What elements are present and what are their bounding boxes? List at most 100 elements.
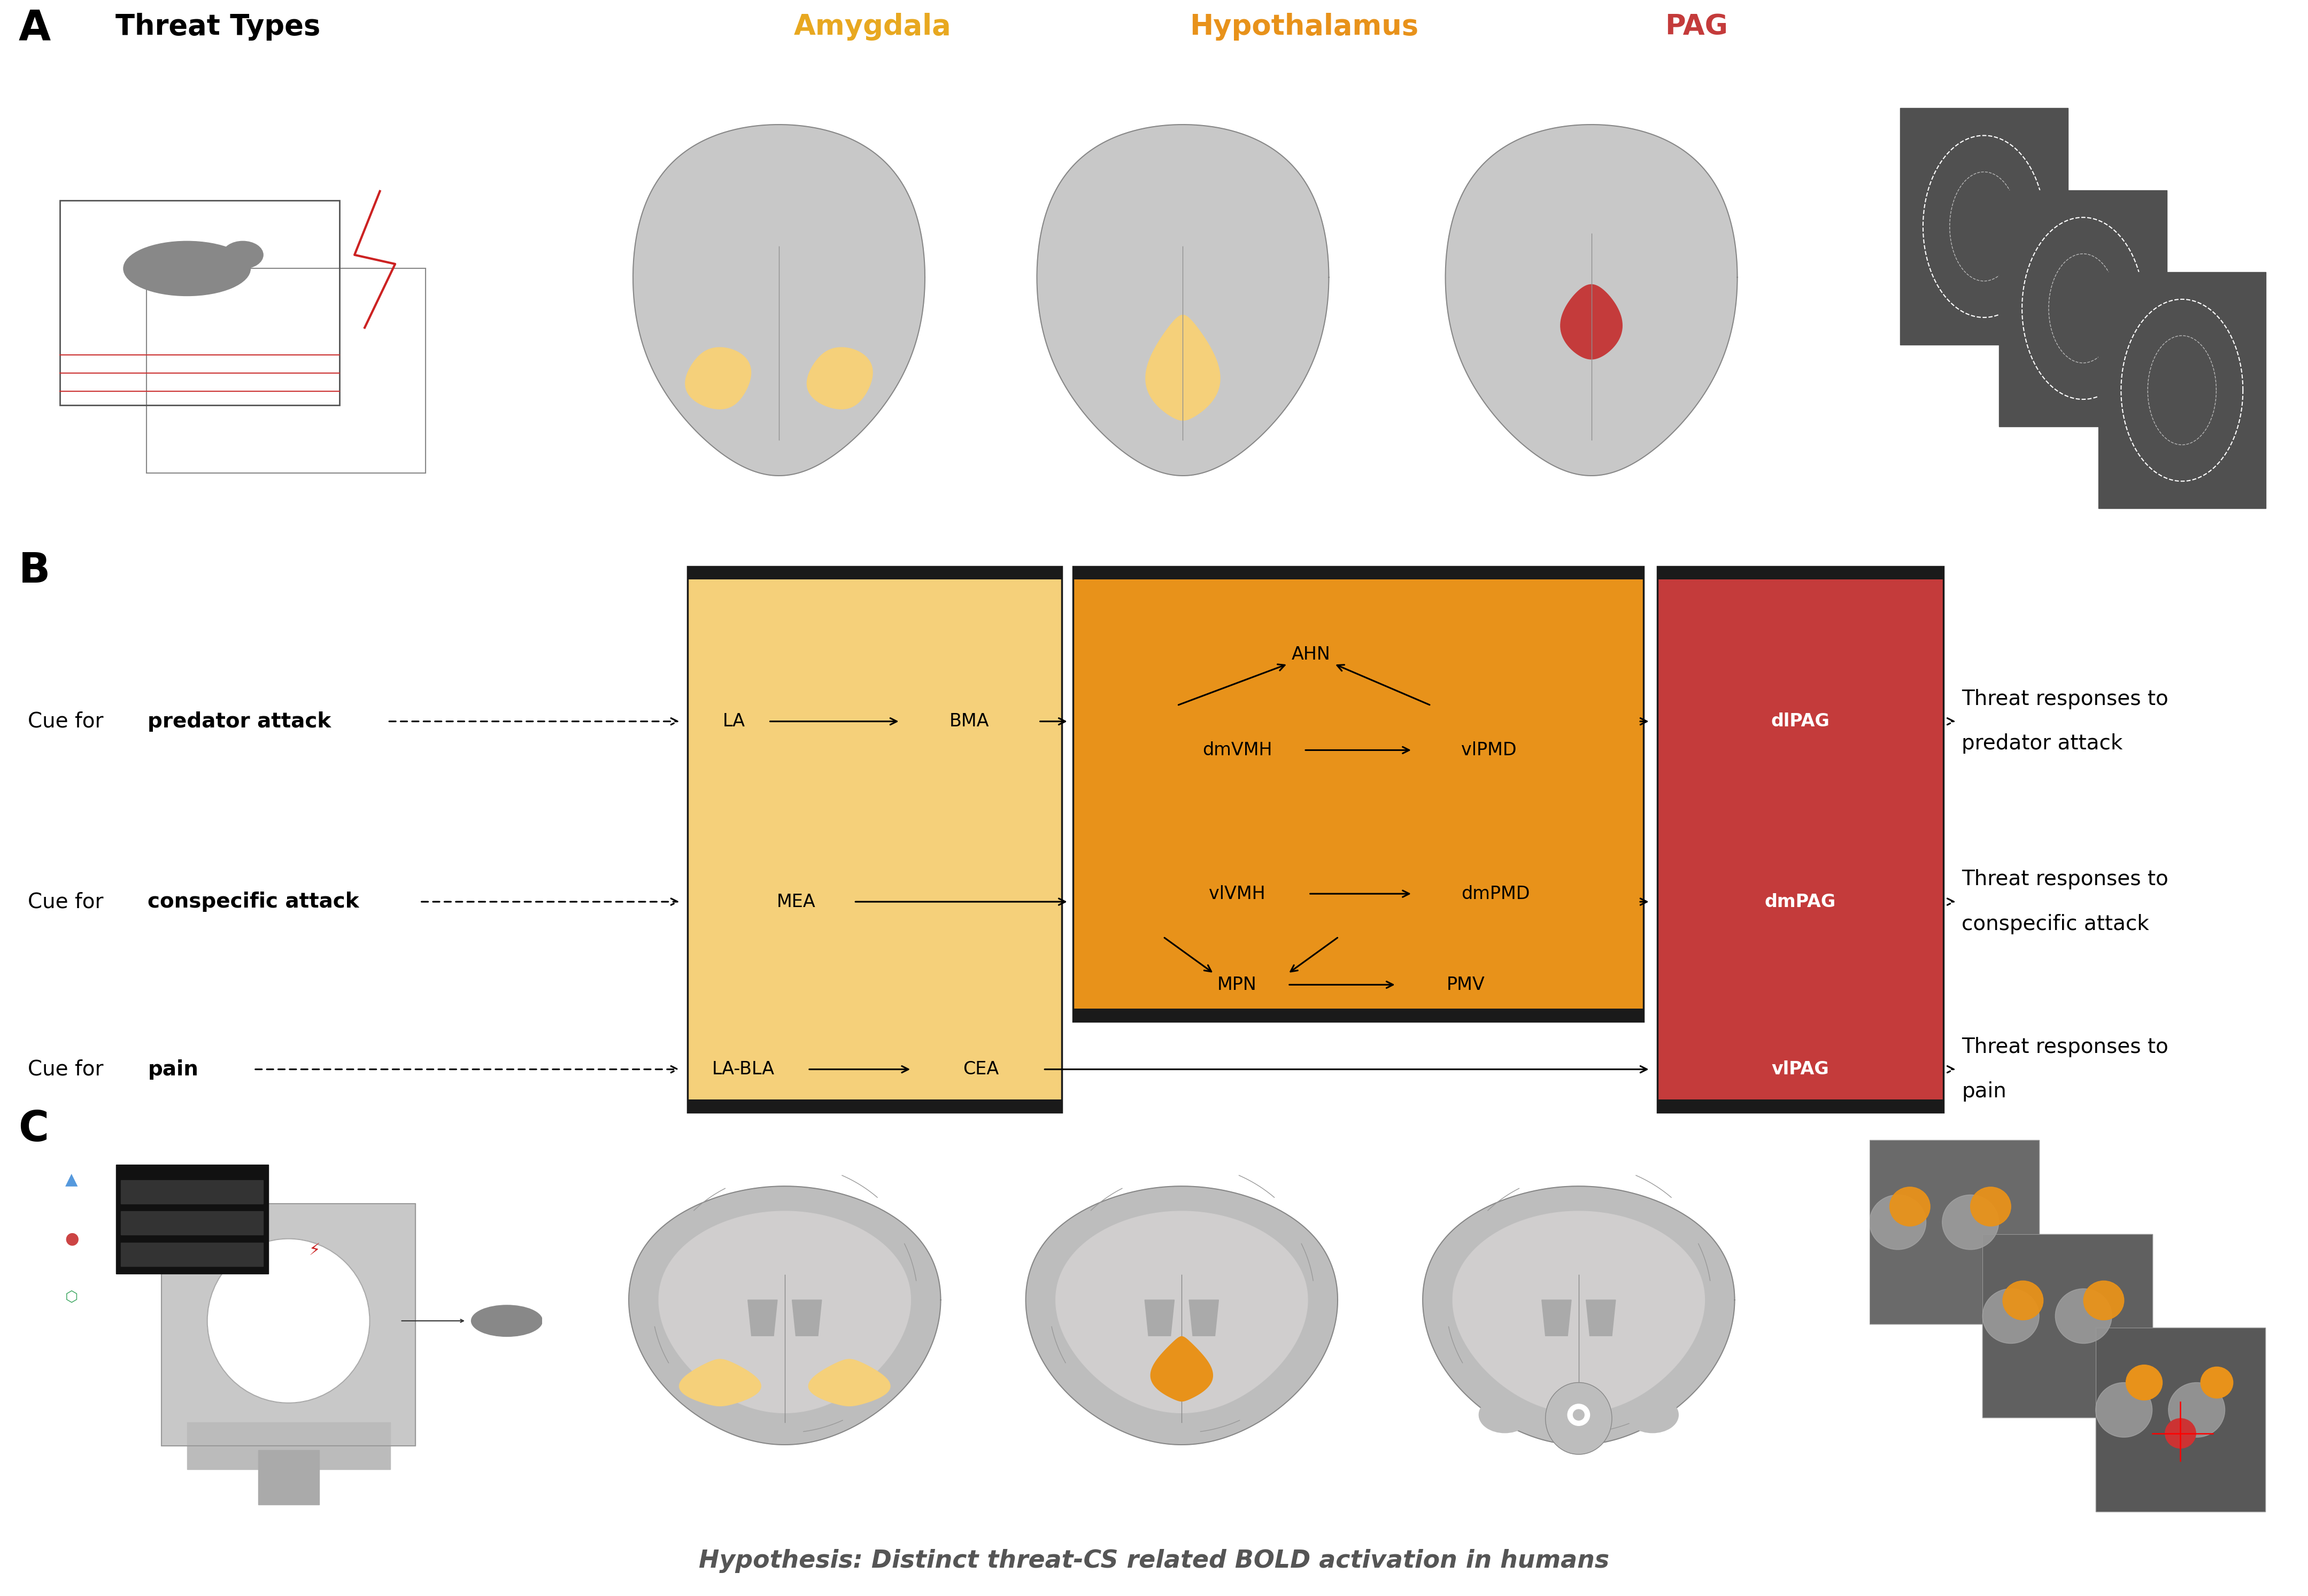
Ellipse shape — [2170, 1382, 2225, 1438]
Bar — [1869, 1140, 2040, 1325]
Ellipse shape — [2056, 1288, 2112, 1344]
Bar — [115, 1165, 268, 1274]
Polygon shape — [685, 348, 750, 409]
FancyArrowPatch shape — [1948, 718, 1955, 725]
Circle shape — [1890, 1187, 1929, 1226]
Text: Cue for: Cue for — [28, 892, 111, 911]
Bar — [1983, 1234, 2153, 1417]
Bar — [1899, 109, 2068, 345]
Bar — [120, 1211, 263, 1235]
FancyArrowPatch shape — [1179, 664, 1286, 705]
FancyArrowPatch shape — [771, 718, 898, 725]
Text: A: A — [18, 8, 51, 48]
Text: Threat Types: Threat Types — [115, 13, 321, 40]
Polygon shape — [808, 348, 872, 409]
Polygon shape — [1025, 1186, 1339, 1444]
Text: MPN: MPN — [1216, 975, 1258, 994]
Bar — [2096, 1328, 2266, 1511]
Bar — [120, 1243, 263, 1266]
Bar — [1983, 1234, 2153, 1417]
Polygon shape — [1452, 1211, 1706, 1412]
Bar — [120, 1179, 263, 1203]
Text: conspecific attack: conspecific attack — [1962, 915, 2149, 934]
Bar — [1657, 567, 1943, 1112]
Bar — [1657, 567, 1943, 579]
Polygon shape — [632, 124, 926, 476]
Text: vlPAG: vlPAG — [1773, 1060, 1828, 1079]
Ellipse shape — [1869, 1195, 1925, 1250]
Text: LA: LA — [722, 712, 745, 731]
Polygon shape — [1422, 1186, 1736, 1444]
Text: ▲: ▲ — [65, 1173, 78, 1187]
Polygon shape — [748, 1299, 778, 1336]
Text: ⚡: ⚡ — [309, 1243, 321, 1258]
Circle shape — [1567, 1404, 1590, 1425]
FancyArrowPatch shape — [390, 718, 679, 725]
Circle shape — [2165, 1419, 2195, 1448]
Ellipse shape — [1983, 1288, 2040, 1344]
FancyArrowPatch shape — [1046, 1066, 1648, 1073]
Bar — [1073, 567, 1643, 579]
Polygon shape — [1036, 124, 1329, 476]
Bar — [2096, 1328, 2266, 1511]
Polygon shape — [792, 1299, 822, 1336]
Ellipse shape — [222, 241, 263, 268]
Polygon shape — [1542, 1299, 1572, 1336]
Ellipse shape — [471, 1306, 542, 1336]
Bar — [145, 268, 425, 472]
Circle shape — [2003, 1282, 2043, 1320]
Bar — [2098, 271, 2266, 509]
Text: C: C — [18, 1109, 48, 1149]
Bar — [162, 1203, 415, 1446]
Polygon shape — [628, 1186, 942, 1444]
Text: dmVMH: dmVMH — [1202, 741, 1272, 760]
Text: Threat responses to: Threat responses to — [1962, 1037, 2170, 1057]
Ellipse shape — [122, 241, 249, 295]
Text: PMV: PMV — [1447, 975, 1484, 994]
Text: Cue for: Cue for — [28, 1060, 111, 1079]
Bar — [688, 567, 1062, 1112]
FancyArrowPatch shape — [1948, 1066, 1955, 1073]
FancyArrowPatch shape — [1166, 938, 1212, 972]
Bar — [258, 1449, 319, 1505]
Text: conspecific attack: conspecific attack — [148, 892, 360, 911]
Text: CEA: CEA — [962, 1060, 999, 1079]
Text: B: B — [18, 551, 51, 591]
Polygon shape — [1560, 284, 1623, 359]
FancyArrowPatch shape — [256, 1066, 679, 1073]
FancyArrowPatch shape — [1641, 899, 1648, 905]
Bar — [187, 1422, 390, 1470]
FancyArrowPatch shape — [810, 1066, 909, 1073]
Bar — [1869, 1140, 2040, 1325]
Text: pain: pain — [148, 1060, 198, 1079]
FancyArrowPatch shape — [1336, 666, 1429, 705]
FancyArrowPatch shape — [856, 899, 1066, 905]
Text: PAG: PAG — [1664, 13, 1729, 40]
FancyArrowPatch shape — [1948, 899, 1955, 905]
Text: Hypothesis: Distinct threat-CS related BOLD activation in humans: Hypothesis: Distinct threat-CS related B… — [699, 1548, 1609, 1574]
Polygon shape — [1145, 314, 1221, 420]
Bar — [60, 201, 339, 405]
Ellipse shape — [1479, 1396, 1530, 1433]
Text: ●: ● — [65, 1231, 78, 1246]
Polygon shape — [1445, 124, 1738, 476]
Text: BMA: BMA — [949, 712, 990, 731]
Text: Amygdala: Amygdala — [794, 13, 951, 40]
Text: MEA: MEA — [778, 892, 815, 911]
FancyArrowPatch shape — [1306, 747, 1410, 753]
Text: pain: pain — [1962, 1082, 2006, 1101]
FancyArrowPatch shape — [422, 899, 679, 905]
Bar — [1999, 190, 2167, 426]
Ellipse shape — [208, 1238, 369, 1403]
Ellipse shape — [1627, 1396, 1678, 1433]
Text: vlPMD: vlPMD — [1461, 741, 1516, 760]
Text: Threat responses to: Threat responses to — [1962, 689, 2170, 709]
Bar — [162, 1203, 415, 1446]
Text: dlPAG: dlPAG — [1770, 712, 1830, 731]
Polygon shape — [808, 1360, 891, 1406]
Text: Hypothalamus: Hypothalamus — [1189, 13, 1419, 40]
Circle shape — [2126, 1365, 2163, 1400]
Text: Threat responses to: Threat responses to — [1962, 870, 2170, 889]
Circle shape — [1971, 1187, 2010, 1226]
Ellipse shape — [2096, 1382, 2153, 1438]
